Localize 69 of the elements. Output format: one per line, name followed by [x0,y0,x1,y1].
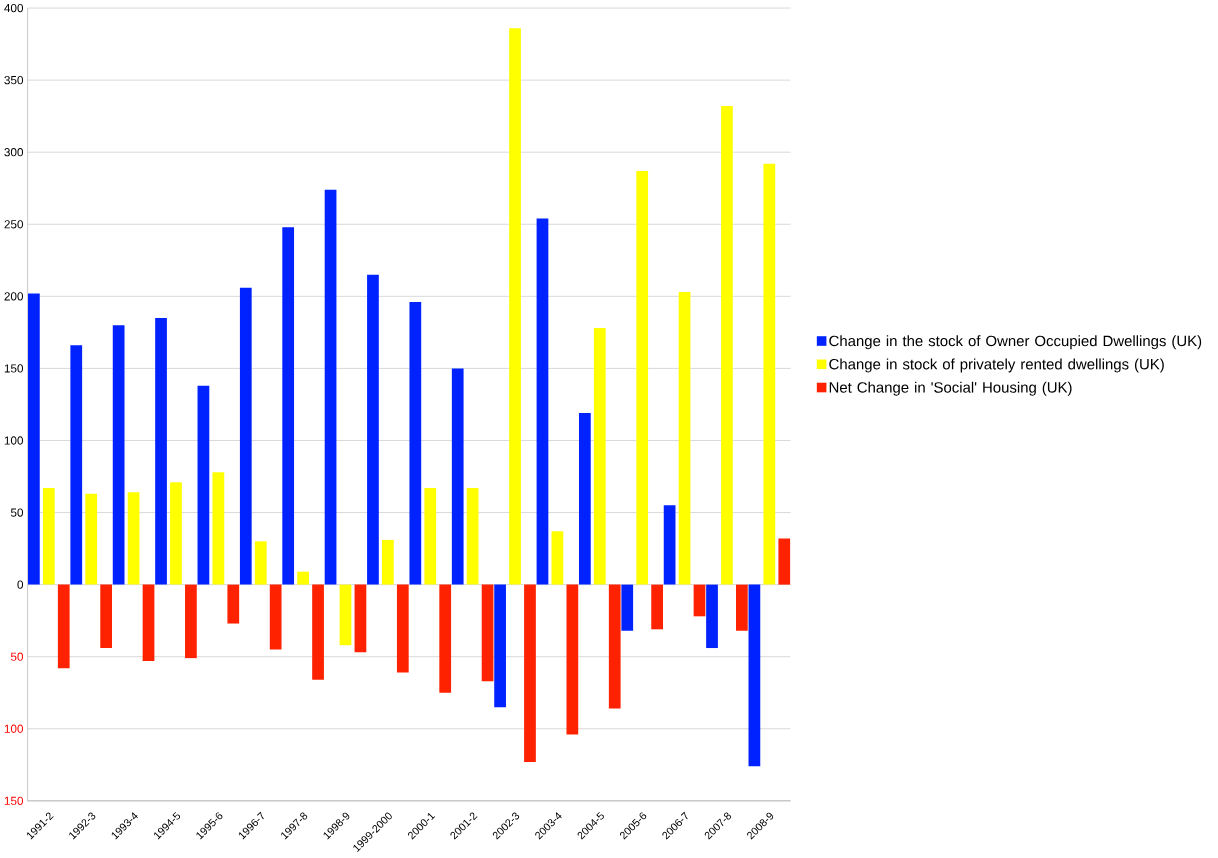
legend-label: Change in the stock of Owner Occupied Dwellings (UK) [829,335,1202,350]
bar [170,482,182,585]
bar [621,584,634,631]
bar [509,28,521,585]
bar [269,584,282,650]
bar [706,584,718,648]
bar [282,227,295,585]
bar [85,493,98,585]
bar [536,218,549,585]
bar [312,584,324,680]
bar [494,584,506,708]
bar [100,584,113,648]
y-tick-label: 100 [4,436,24,445]
bar [227,584,240,624]
legend-label: Net Change in 'Social' Housing (UK) [829,381,1072,396]
bar [451,368,464,585]
bar [439,584,452,693]
bar [212,472,225,585]
bar [651,584,663,630]
bar [57,584,70,669]
y-tick-label: 50 [10,508,24,517]
bar [239,287,252,585]
bar [721,106,733,585]
y-tick-label: 150 [4,364,24,373]
y-tick-label: 300 [4,147,24,157]
bar [142,584,155,661]
bar [42,487,55,585]
bar [367,274,379,585]
bar [155,317,167,585]
bar [197,385,210,585]
bar [551,531,564,585]
bar [663,505,676,585]
bar [324,189,337,585]
bar [736,584,748,631]
bar [396,584,409,673]
y-tick-label: 400 [4,3,24,13]
bar [693,584,706,617]
bar [112,325,125,585]
bar [636,170,649,585]
bar [566,584,579,735]
y-tick-label: 200 [4,292,24,301]
bar [70,345,83,585]
bar [127,492,140,585]
y-tick-label: 150 [4,796,24,805]
bar [297,571,309,585]
bar [254,541,267,585]
bar [481,584,494,682]
bar [578,413,591,585]
bar [748,584,761,767]
bar [466,487,479,585]
bar [339,584,352,646]
bar [593,327,606,585]
bar [382,539,394,585]
bar [524,584,536,762]
bar [28,293,40,585]
y-tick-label: 250 [4,220,24,229]
y-tick-label: 50 [10,652,24,661]
bar [424,487,437,585]
y-tick-label: 0 [17,580,24,589]
bar [409,302,422,585]
bar [185,584,197,659]
y-tick-label: 350 [4,75,24,85]
y-tick-label: 100 [4,724,24,733]
bar [778,538,791,585]
bar [678,291,691,585]
bar [763,163,776,585]
bar [354,584,367,653]
legend-label: Change in stock of privately rented dwellings (UK) [829,358,1164,373]
bar [608,584,621,709]
